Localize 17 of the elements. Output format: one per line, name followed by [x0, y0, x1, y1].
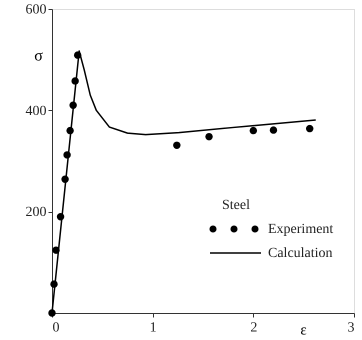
- y-tick-label: 400: [26, 104, 46, 119]
- legend-label: Experiment: [268, 222, 334, 237]
- x-tick-label: 1: [150, 320, 157, 336]
- y-tick-label: 200: [26, 205, 46, 220]
- legend-label: Calculation: [268, 246, 333, 261]
- point: [250, 126, 258, 134]
- point: [306, 124, 314, 132]
- x-tick-label: 0: [52, 320, 60, 336]
- legend-title: Steel: [222, 198, 250, 213]
- y-axis-title: σ: [34, 48, 44, 64]
- x-axis-title: ε: [300, 322, 307, 338]
- point: [205, 132, 213, 140]
- y-tick-label: 600: [26, 2, 46, 18]
- x-tick-label: 3: [348, 320, 354, 336]
- point: [173, 142, 181, 149]
- point: [270, 126, 278, 134]
- x-tick-label: 2: [250, 320, 258, 336]
